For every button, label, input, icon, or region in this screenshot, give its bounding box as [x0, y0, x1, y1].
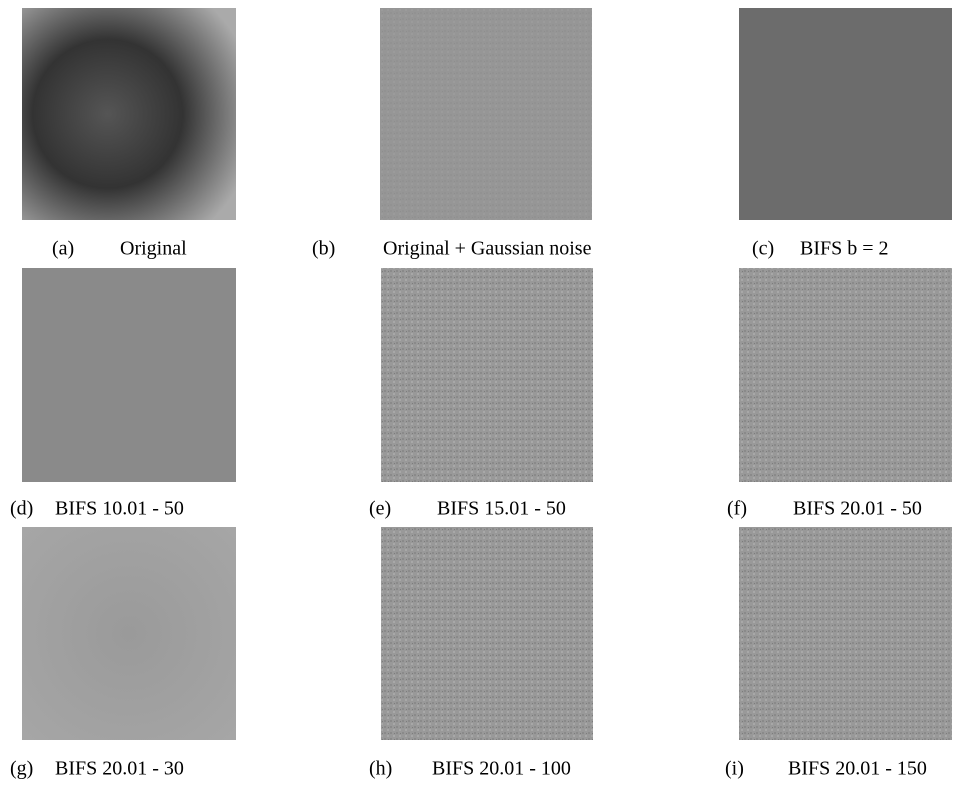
panel-label: (b)	[312, 238, 335, 260]
image-c	[739, 8, 952, 220]
panel-label: (a)	[52, 238, 74, 260]
panel-label: (f)	[727, 498, 747, 520]
image-a	[22, 8, 236, 220]
panel-label: (e)	[369, 498, 391, 520]
panel-caption: Original	[120, 238, 187, 260]
image-i	[739, 527, 952, 740]
panel-caption: BIFS 20.01 - 150	[788, 758, 927, 780]
image-b-noise	[380, 8, 592, 220]
panel-caption: BIFS 20.01 - 100	[432, 758, 571, 780]
panel-caption: BIFS 15.01 - 50	[437, 498, 566, 520]
image-f	[739, 268, 952, 482]
figure: (a) Original (b) Original + Gaussian noise (…	[0, 0, 970, 786]
panel-caption: BIFS b = 2	[800, 238, 889, 260]
panel-caption: BIFS 10.01 - 50	[55, 498, 184, 520]
image-d	[22, 268, 236, 482]
image-h	[381, 527, 593, 740]
image-g	[22, 527, 236, 740]
panel-label: (h)	[369, 758, 392, 780]
panel-label: (i)	[725, 758, 744, 780]
panel-caption: Original + Gaussian noise	[383, 238, 592, 260]
panel-label: (c)	[752, 238, 774, 260]
panel-caption: BIFS 20.01 - 30	[55, 758, 184, 780]
image-e	[381, 268, 593, 482]
panel-label: (d)	[10, 498, 33, 520]
panel-caption: BIFS 20.01 - 50	[793, 498, 922, 520]
panel-label: (g)	[10, 758, 33, 780]
